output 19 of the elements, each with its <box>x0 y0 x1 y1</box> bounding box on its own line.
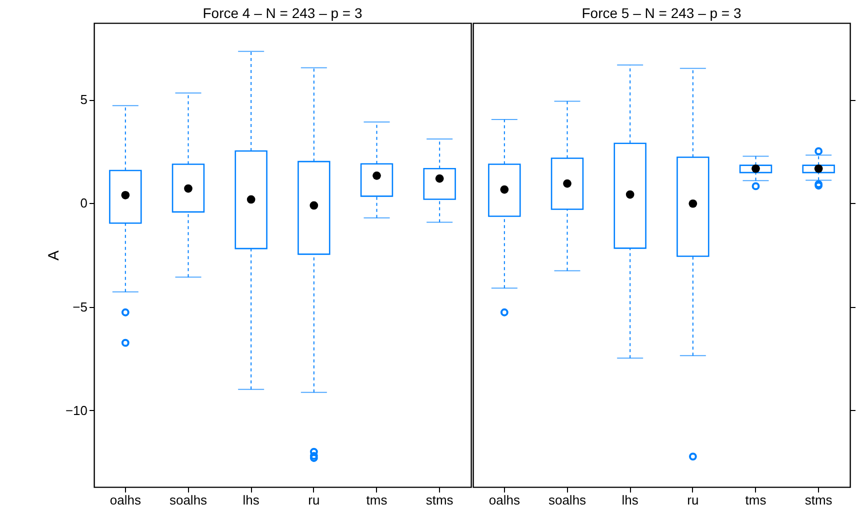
x-tick-label: ru <box>308 492 320 507</box>
x-tick-label: tms <box>366 492 388 507</box>
x-tick-label: soalhs <box>169 492 208 507</box>
chart-title: Force 4 – N = 243 – p = 3 <box>202 5 362 21</box>
x-tick-label: soalhs <box>548 492 587 507</box>
x-tick-label: stms <box>426 492 454 507</box>
y-axis-title: A <box>45 250 62 261</box>
y-tick-label: 0 <box>80 196 88 211</box>
x-tick-label: oalhs <box>488 492 520 507</box>
x-tick-label: lhs <box>622 492 639 507</box>
x-tick-label: tms <box>745 492 767 507</box>
x-tick-label: oalhs <box>110 492 142 507</box>
x-tick-label: stms <box>804 492 833 507</box>
y-tick-label: 5 <box>80 92 88 108</box>
x-tick-label: ru <box>687 492 699 507</box>
y-tick-label: −5 <box>72 299 88 314</box>
y-tick-label: −10 <box>65 402 88 418</box>
chart-title: Force 5 – N = 243 – p = 3 <box>582 5 742 21</box>
x-tick-label: lhs <box>242 492 260 507</box>
